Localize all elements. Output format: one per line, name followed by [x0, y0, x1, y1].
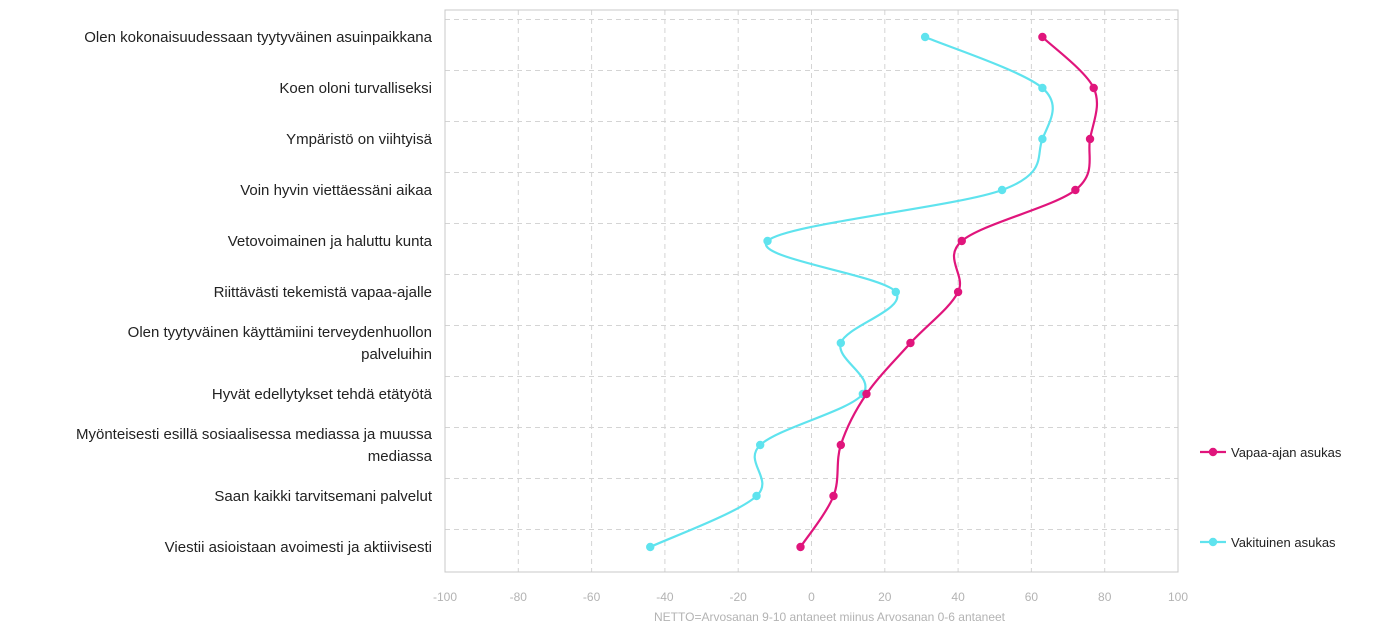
series-line	[649, 35, 1054, 548]
category-label: Koen oloni turvalliseksi	[279, 80, 432, 97]
data-point	[755, 440, 765, 450]
category-labels: Olen kokonaisuudessaan tyytyväinen asuin…	[76, 29, 433, 556]
legend-marker	[1208, 537, 1218, 547]
x-axis-tick-labels: -100 -80 -60 -40 -20 0 20 40 60 80 100	[433, 590, 1188, 604]
data-point	[1085, 134, 1095, 144]
x-tick-label: 60	[1025, 590, 1039, 604]
series-line	[799, 36, 1098, 548]
data-point	[836, 440, 846, 450]
data-point	[836, 338, 846, 348]
legend-label: Vakituinen asukas	[1231, 535, 1336, 550]
x-tick-label: 20	[878, 590, 892, 604]
data-point	[829, 491, 838, 501]
x-tick-label: -20	[730, 590, 748, 604]
data-point	[906, 338, 915, 348]
category-label: Saan kaikki tarvitsemani palvelut	[214, 488, 432, 505]
x-tick-label: -60	[583, 590, 601, 604]
category-label: Olen tyytyväinen käyttämiini terveydenhu…	[128, 324, 432, 341]
legend-item: Vakituinen asukas	[1200, 535, 1336, 550]
data-point	[997, 185, 1007, 195]
data-point	[891, 287, 900, 297]
legend: Vapaa-ajan asukas Vakituinen asukas	[1200, 445, 1342, 550]
x-tick-label: -100	[433, 590, 457, 604]
data-point	[957, 236, 966, 246]
x-tick-label: 80	[1098, 590, 1112, 604]
category-label: Hyvät edellytykset tehdä etätyötä	[212, 386, 433, 403]
data-point	[763, 236, 772, 246]
x-tick-label: 40	[951, 590, 965, 604]
legend-marker	[1208, 447, 1218, 457]
series-1	[796, 32, 1098, 552]
legend-label: Vapaa-ajan asukas	[1231, 445, 1342, 460]
plot-area-frame	[444, 9, 1179, 573]
category-label: Ympäristö on viihtyisä	[286, 131, 433, 148]
x-tick-label: -80	[510, 590, 528, 604]
data-point	[1038, 32, 1047, 42]
category-label: Voin hyvin viettäessäni aikaa	[240, 182, 432, 199]
data-point	[953, 287, 963, 297]
x-tick-label: -40	[656, 590, 674, 604]
legend-item: Vapaa-ajan asukas	[1200, 445, 1342, 460]
category-label: Riittävästi tekemistä vapaa-ajalle	[214, 284, 432, 301]
data-point	[646, 542, 655, 552]
series-2	[646, 32, 1054, 552]
x-axis-title: NETTO=Arvosanan 9-10 antaneet miinus Arv…	[654, 610, 1006, 624]
x-tick-label: 0	[808, 590, 815, 604]
data-point	[862, 389, 871, 399]
category-label: Viestii asioistaan avoimesti ja aktiivis…	[165, 539, 432, 556]
data-point	[752, 491, 761, 501]
series-lines	[646, 32, 1098, 552]
category-label: Myönteisesti esillä sosiaalisessa medias…	[76, 426, 433, 443]
data-point	[920, 32, 930, 42]
x-tick-label: 100	[1168, 590, 1188, 604]
category-label: Vetovoimainen ja haluttu kunta	[228, 233, 433, 250]
data-point	[1038, 134, 1047, 144]
grid-lines	[445, 10, 1178, 572]
data-point	[1038, 83, 1047, 93]
data-point	[1089, 83, 1098, 93]
data-point	[796, 542, 805, 552]
category-label: palveluihin	[361, 346, 432, 363]
data-point	[1071, 185, 1080, 195]
category-label: mediassa	[368, 448, 433, 465]
category-label: Olen kokonaisuudessaan tyytyväinen asuin…	[84, 29, 432, 46]
